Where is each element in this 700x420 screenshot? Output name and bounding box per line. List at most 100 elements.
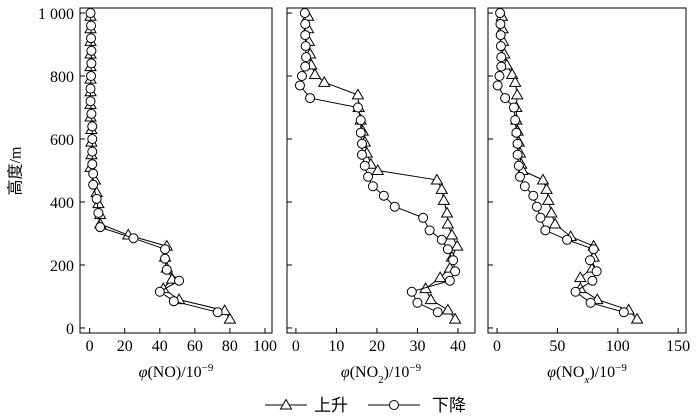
- data-point-circle: [495, 41, 506, 52]
- data-point-circle: [367, 181, 378, 192]
- x-tick-label: 20: [117, 338, 133, 355]
- series-falling: [294, 8, 461, 318]
- data-point-triangle: [545, 206, 558, 218]
- data-point-circle: [212, 307, 223, 318]
- data-point-circle: [93, 208, 104, 219]
- data-point-circle: [492, 80, 503, 91]
- x-axis-label-sym: φ: [139, 364, 148, 381]
- data-point-circle: [495, 30, 506, 41]
- legend: 上升 下降: [265, 396, 466, 415]
- x-axis-label-sub: x: [583, 374, 589, 386]
- series-line: [89, 16, 231, 320]
- data-point-circle: [495, 8, 506, 19]
- data-point-triangle: [308, 67, 322, 79]
- data-point-triangle: [540, 182, 553, 194]
- panel-frame: [487, 7, 687, 334]
- data-point-circle: [540, 225, 551, 236]
- data-point-circle: [161, 264, 172, 275]
- data-point-circle: [406, 286, 417, 297]
- x-tick-label: 100: [606, 338, 630, 355]
- x-axis-label-sup: −9: [615, 362, 627, 374]
- x-tick-label: 0: [292, 338, 300, 355]
- data-point-triangle: [317, 75, 331, 87]
- x-axis-label-sup: −9: [409, 362, 421, 374]
- data-point-circle: [356, 138, 367, 149]
- data-point-circle: [168, 296, 179, 307]
- data-point-circle: [88, 168, 99, 179]
- x-tick-label: 60: [187, 338, 203, 355]
- data-point-circle: [389, 201, 400, 212]
- data-point-triangle: [450, 239, 464, 251]
- data-point-circle: [86, 20, 97, 31]
- data-point-circle: [448, 255, 459, 266]
- legend-item-falling: 下降: [368, 396, 466, 415]
- data-point-circle: [87, 134, 98, 145]
- data-point-circle: [87, 159, 98, 170]
- data-point-circle: [86, 108, 97, 119]
- data-point-triangle: [510, 88, 524, 100]
- data-point-circle: [444, 275, 455, 286]
- data-point-circle: [418, 212, 429, 223]
- data-point-triangle: [433, 271, 447, 283]
- data-point-triangle: [505, 67, 519, 79]
- data-point-circle: [356, 149, 367, 160]
- data-point-triangle: [541, 193, 555, 205]
- x-tick-label: 80: [222, 338, 238, 355]
- panel-2: 0 10 20 30 40 φ(NO2)/10−9: [286, 7, 476, 386]
- data-point-triangle: [536, 173, 550, 185]
- y-tick-label: 400: [50, 195, 74, 212]
- y-tick-label: 1 000: [38, 6, 74, 23]
- data-point-circle: [512, 149, 523, 160]
- data-point-circle: [432, 307, 443, 318]
- data-point-circle: [305, 93, 316, 104]
- data-point-circle: [500, 93, 511, 104]
- data-point-triangle: [435, 182, 449, 194]
- data-point-circle: [359, 160, 370, 171]
- data-point-circle: [496, 61, 507, 72]
- data-point-triangle: [440, 206, 454, 218]
- data-point-circle: [585, 255, 596, 266]
- data-point-circle: [412, 297, 423, 308]
- y-tick-label: 0: [66, 321, 74, 338]
- data-point-triangle: [430, 173, 444, 185]
- data-point-triangle: [351, 88, 365, 100]
- data-point-circle: [591, 266, 602, 277]
- data-point-circle: [378, 190, 389, 201]
- data-point-circle: [442, 244, 453, 255]
- x-tick-label: 10: [328, 338, 344, 355]
- data-point-circle: [85, 8, 96, 19]
- data-point-circle: [424, 225, 435, 236]
- data-point-circle: [95, 222, 106, 233]
- data-point-circle: [85, 83, 96, 94]
- y-tick-label: 600: [50, 132, 74, 149]
- data-point-circle: [450, 266, 461, 277]
- data-point-circle: [528, 190, 539, 201]
- data-point-circle: [514, 171, 525, 182]
- data-point-circle: [531, 201, 542, 212]
- x-axis-label-b: )/10: [176, 364, 202, 381]
- data-point-circle: [496, 52, 507, 63]
- data-point-triangle: [630, 312, 644, 324]
- x-axis-label-sym: φ: [341, 364, 350, 381]
- data-point-circle: [128, 233, 139, 244]
- data-point-circle: [436, 234, 447, 245]
- data-point-circle: [160, 253, 171, 264]
- circle-marker-icon: [389, 400, 399, 410]
- x-tick-label: 40: [152, 338, 168, 355]
- x-tick-label: 40: [450, 338, 466, 355]
- x-tick-label: 20: [369, 338, 385, 355]
- data-point-circle: [300, 61, 311, 72]
- x-axis-label-sym: φ: [547, 364, 556, 381]
- data-point-circle: [300, 19, 311, 30]
- data-point-triangle: [448, 312, 462, 324]
- series-line: [307, 16, 458, 320]
- data-point-triangle: [424, 293, 438, 305]
- data-point-triangle: [548, 217, 562, 229]
- data-point-circle: [511, 127, 522, 138]
- data-point-triangle: [371, 164, 385, 175]
- x-axis-label-sup: −9: [202, 362, 214, 374]
- data-point-circle: [355, 127, 366, 138]
- series-line: [90, 12, 218, 313]
- legend-label-falling: 下降: [432, 396, 466, 415]
- data-point-circle: [91, 193, 102, 204]
